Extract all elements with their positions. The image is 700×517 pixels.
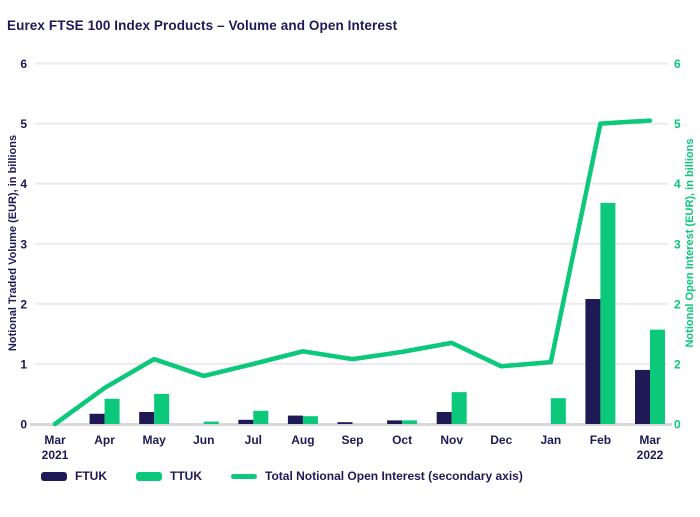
x-axis-label: Apr (94, 433, 115, 447)
bar-ttuk-jan (550, 398, 566, 424)
legend-item-total: Total Notional Open Interest (secondary … (231, 469, 523, 483)
x-axis-label: Mar 2022 (637, 433, 664, 462)
y-axis-tick-left: 6 (20, 57, 27, 71)
x-axis-label: Jul (245, 433, 262, 447)
bar-ftuk-may (139, 411, 155, 424)
y-axis-tick-left: 1 (20, 357, 27, 371)
bar-ttuk-may (154, 393, 170, 424)
x-axis-label: Mar 2021 (42, 433, 69, 462)
bar-ftuk-apr (89, 413, 105, 424)
bar-ftuk-jul (238, 419, 254, 424)
x-axis-label: Oct (392, 433, 412, 447)
x-axis-label: Sep (341, 433, 363, 447)
y-axis-tick-right: 2 (674, 357, 681, 371)
bar-ftuk-mar (635, 369, 650, 424)
bar-ftuk-sep (337, 422, 353, 424)
bar-ftuk-oct (387, 420, 403, 424)
chart-title: Eurex FTSE 100 Index Products – Volume a… (7, 18, 398, 33)
x-axis-label: May (142, 433, 166, 447)
bar-ttuk-oct (402, 420, 418, 424)
plot-area: 6 5 4 3 2 1 0 6 5 4 3 2 2 0 Mar 2021 Apr May Jun Jul Aug Sep O… (20, 57, 681, 462)
legend-label: Total Notional Open Interest (secondary … (265, 469, 523, 483)
legend-bar-swatch (136, 471, 162, 481)
bar-ttuk-jun (203, 421, 219, 424)
open-interest-line (52, 118, 653, 427)
bar-ftuk-feb (585, 299, 601, 424)
y-axis-tick-right: 2 (674, 297, 681, 311)
y-axis-tick-left: 2 (20, 297, 27, 311)
y-axis-tick-right: 4 (674, 177, 681, 191)
y-axis-tick-left: 3 (20, 237, 27, 251)
legend-label: TTUK (170, 469, 202, 483)
bar-ttuk-nov (451, 392, 467, 424)
y-axis-tick-right: 3 (674, 237, 681, 251)
x-axis-label: Jan (540, 433, 561, 447)
bar-ttuk-aug (302, 416, 318, 424)
x-axis-label: Jun (193, 433, 214, 447)
bar-ttuk-feb (600, 202, 616, 424)
bar-ttuk-apr (104, 398, 120, 424)
x-axis-label: Dec (490, 433, 512, 447)
legend: FTUK TTUK Total Notional Open Interest (se… (41, 469, 523, 483)
legend-bar-swatch (41, 471, 67, 481)
legend-line-swatch (231, 473, 257, 479)
legend-item-ttuk: TTUK (136, 469, 202, 483)
x-axis-label: Feb (590, 433, 611, 447)
y-axis-tick-left: 5 (20, 117, 27, 131)
y-axis-tick-left: 4 (20, 177, 27, 191)
y-axis-tick-right: 0 (674, 418, 681, 432)
x-axis-label: Aug (291, 433, 314, 447)
y-axis-tick-right: 5 (674, 117, 681, 131)
legend-item-ftuk: FTUK (41, 469, 107, 483)
bar-ttuk-mar (650, 329, 665, 424)
bar-ftuk-aug (287, 415, 303, 424)
y-axis-tick-right: 6 (674, 57, 681, 71)
bar-ftuk-nov (436, 411, 452, 424)
legend-label: FTUK (75, 469, 107, 483)
y-axis-tick-left: 0 (20, 418, 27, 432)
bar-ttuk-jul (253, 410, 269, 424)
x-axis-label: Nov (440, 433, 463, 447)
